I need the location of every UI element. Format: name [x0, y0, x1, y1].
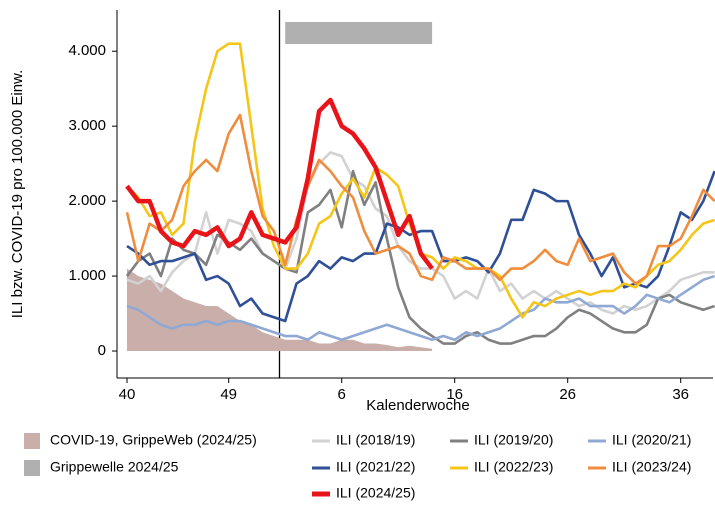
y-axis-title: ILI bzw. COVID-19 pro 100.000 Einw. [9, 70, 26, 318]
legend-label: ILI (2024/25) [336, 485, 415, 501]
x-tick-label: 36 [672, 386, 689, 403]
legend-label: ILI (2019/20) [474, 432, 553, 448]
y-tick-label: 2.000 [68, 192, 106, 209]
ili-line [126, 170, 715, 323]
legend-label: Grippewelle 2024/25 [50, 459, 179, 475]
x-tick-label: 40 [119, 386, 136, 403]
ili-line [126, 151, 715, 315]
legend-label: ILI (2018/19) [336, 432, 415, 448]
flu-wave-band [285, 22, 433, 44]
y-tick-label: 4.000 [68, 42, 106, 59]
x-axis-title: Kalenderwoche [366, 397, 469, 414]
ili-line [125, 97, 434, 270]
legend-swatch [24, 460, 40, 476]
y-tick-label: 0 [98, 342, 106, 359]
legend-label: ILI (2020/21) [612, 432, 691, 448]
ili-line [126, 274, 715, 342]
x-tick-label: 6 [338, 386, 346, 403]
y-tick-label: 1.000 [68, 267, 106, 284]
covid-area [127, 268, 433, 352]
x-tick-label: 49 [220, 386, 237, 403]
legend-label: ILI (2023/24) [612, 459, 691, 475]
legend-label: COVID-19, GrippeWeb (2024/25) [50, 432, 257, 448]
ili-line [125, 113, 715, 285]
x-tick-label: 26 [559, 386, 576, 403]
y-tick-label: 3.000 [68, 117, 106, 134]
legend-swatch [24, 433, 40, 449]
x-tick-label: 16 [446, 386, 463, 403]
legend-label: ILI (2022/23) [474, 459, 553, 475]
legend-label: ILI (2021/22) [336, 459, 415, 475]
